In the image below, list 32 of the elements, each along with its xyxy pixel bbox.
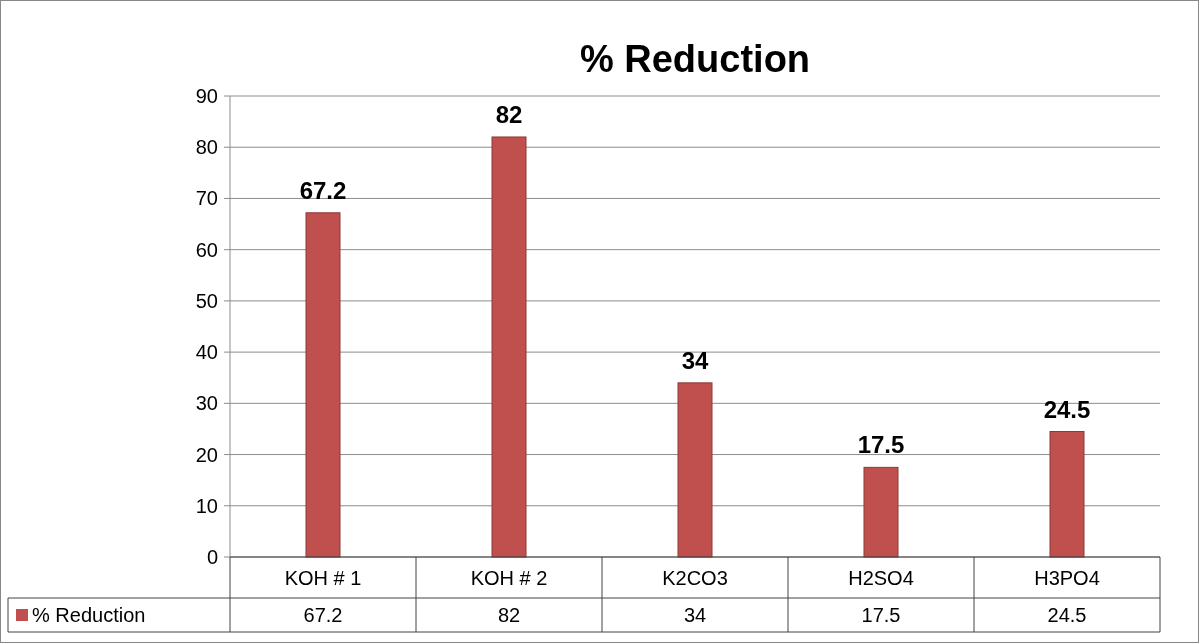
text: 82	[497, 604, 521, 626]
y-tick-label: 50	[195, 289, 218, 312]
data-label: 24.5	[1043, 395, 1091, 423]
y-tick-label: 30	[195, 392, 218, 415]
y-tick-label: 80	[195, 136, 218, 159]
bar	[491, 136, 527, 558]
y-tick-label: 60	[195, 238, 218, 261]
text: 17.5	[861, 604, 901, 626]
bar	[863, 466, 899, 558]
bar	[305, 212, 341, 558]
x-tick-label: H3PO4	[1034, 567, 1100, 589]
x-tick-label: K2CO3	[662, 567, 728, 589]
y-tick-label: 70	[195, 187, 218, 210]
bar	[1049, 431, 1085, 558]
y-tick-label: 0	[206, 546, 218, 568]
data-label: 34	[681, 346, 709, 374]
data-label: 17.5	[857, 431, 905, 459]
chart-title: % Reduction	[579, 38, 811, 80]
text: 34	[683, 604, 707, 626]
y-tick-label: 20	[195, 443, 218, 466]
y-tick-label: 10	[195, 494, 218, 517]
text: 24.5	[1047, 604, 1087, 626]
y-tick-label: 40	[195, 341, 218, 364]
x-tick-label: H2SO4	[848, 567, 914, 589]
bar	[677, 382, 713, 558]
text: 67.2	[303, 604, 343, 626]
legend-label: % Reduction	[32, 604, 146, 626]
y-tick-label: 90	[195, 85, 218, 107]
x-tick-label: KOH # 1	[284, 567, 362, 589]
data-label: 82	[495, 100, 523, 128]
data-label: 67.2	[299, 176, 347, 204]
x-tick-label: KOH # 2	[470, 567, 548, 589]
